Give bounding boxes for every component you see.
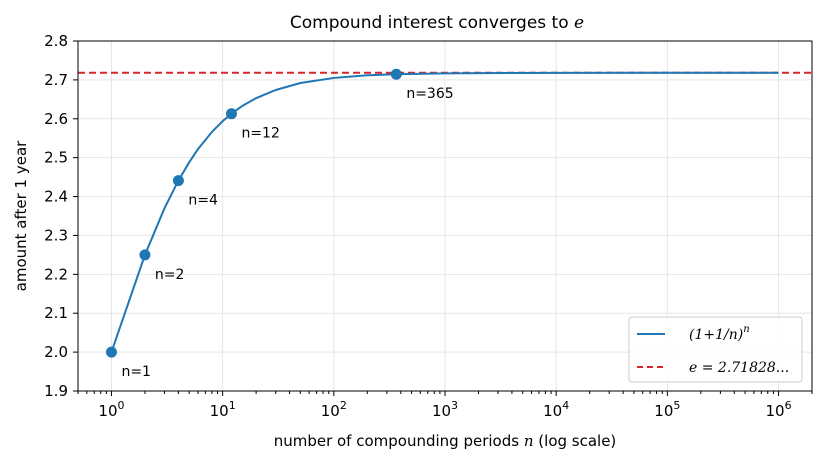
y-tick-label: 2.7: [44, 71, 68, 89]
y-axis-label: amount after 1 year: [12, 140, 30, 292]
marker-point: [105, 346, 117, 358]
marker-label: n=12: [241, 126, 279, 142]
marker-point: [390, 68, 402, 80]
x-ticks: 100 101 102 103 104 105 106: [77, 391, 813, 420]
y-tick-label: 2.1: [44, 304, 68, 322]
x-axis-label: number of compounding periods n (log sca…: [274, 432, 617, 450]
x-tick-label: 101: [210, 399, 236, 420]
marker-point: [139, 249, 151, 261]
marker-label: n=4: [188, 193, 218, 209]
legend-label-curve: (1+1/n)n: [689, 324, 750, 343]
grid: [78, 40, 812, 392]
x-tick-label: 105: [654, 399, 680, 420]
x-tick-label: 100: [98, 399, 124, 420]
chart-title: Compound interest converges to e: [290, 13, 584, 33]
marker-point: [225, 108, 237, 120]
x-tick-label: 104: [543, 399, 569, 420]
y-tick-label: 2.8: [44, 32, 68, 50]
y-tick-label: 2.6: [44, 110, 68, 128]
y-tick-label: 1.9: [44, 382, 68, 400]
markers-group: n=1 n=2 n=4 n=12 n=365: [105, 68, 454, 380]
legend-label-e: e = 2.71828...: [689, 360, 789, 376]
y-tick-label: 2.4: [44, 188, 68, 206]
y-tick-label: 2.0: [44, 343, 68, 361]
marker-label: n=1: [121, 364, 151, 380]
x-tick-label: 106: [765, 399, 791, 420]
legend-box: [628, 316, 803, 383]
marker-label: n=2: [155, 267, 185, 283]
y-tick-label: 2.3: [44, 226, 68, 244]
y-tick-label: 2.2: [44, 265, 68, 283]
x-tick-label: 103: [432, 399, 458, 420]
y-ticks: 1.9 2.0 2.1 2.2 2.3 2.4 2.5 2.6 2.7 2.8: [44, 32, 78, 400]
x-tick-label: 102: [321, 399, 347, 420]
marker-label: n=365: [406, 86, 453, 102]
legend: (1+1/n)n e = 2.71828...: [628, 316, 803, 383]
marker-point: [172, 175, 184, 187]
y-tick-label: 2.5: [44, 149, 68, 167]
